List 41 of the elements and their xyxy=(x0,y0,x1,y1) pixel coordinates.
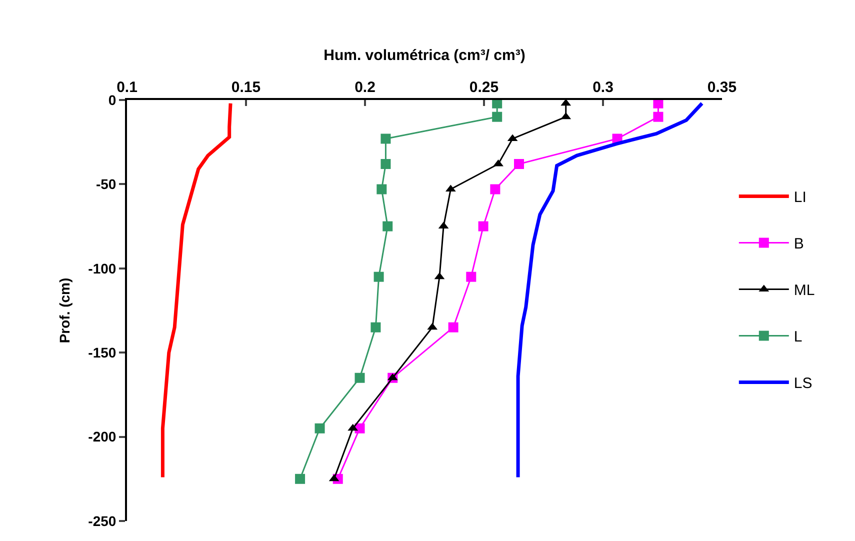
point xyxy=(314,423,325,434)
line-series xyxy=(160,102,232,479)
y-tick-label: -150 xyxy=(88,344,116,360)
point xyxy=(490,184,500,194)
point xyxy=(492,100,502,108)
point xyxy=(354,423,365,434)
point xyxy=(478,221,488,232)
point xyxy=(653,100,664,108)
point xyxy=(514,158,524,169)
point xyxy=(448,322,458,332)
line-series xyxy=(516,102,704,479)
y-tick-label: -200 xyxy=(88,428,116,445)
legend-label: LS xyxy=(794,375,812,392)
point xyxy=(653,112,664,122)
point xyxy=(382,221,393,232)
point xyxy=(466,272,476,282)
point xyxy=(380,158,391,169)
x-tick-label: 0.1 xyxy=(116,79,138,96)
x-tick-label: 0.2 xyxy=(354,79,376,96)
y-axis-title: Prof. (cm) xyxy=(56,278,72,344)
point xyxy=(380,134,391,144)
legend-label: B xyxy=(794,236,804,253)
y-tick-label: 0 xyxy=(108,92,116,108)
point xyxy=(374,272,384,282)
point xyxy=(370,322,381,332)
point xyxy=(295,474,306,484)
x-tick-label: 0.15 xyxy=(231,79,261,96)
x-tick-label: 0.35 xyxy=(707,79,737,96)
x-tick-label: 0.3 xyxy=(592,79,614,96)
legend-label: ML xyxy=(794,282,815,300)
legend-label: L xyxy=(794,328,802,346)
y-tick-label: -100 xyxy=(88,260,116,276)
x-tick-label: 0.25 xyxy=(469,79,499,96)
point xyxy=(354,372,365,383)
y-tick-label: -250 xyxy=(88,512,116,529)
y-tick-label: -50 xyxy=(96,176,116,192)
x-axis-title: Hum. volumétrica (cm³/ cm³) xyxy=(324,46,526,64)
legend-label: LI xyxy=(794,189,806,206)
point xyxy=(492,112,502,122)
point xyxy=(493,159,504,166)
point xyxy=(376,184,387,194)
